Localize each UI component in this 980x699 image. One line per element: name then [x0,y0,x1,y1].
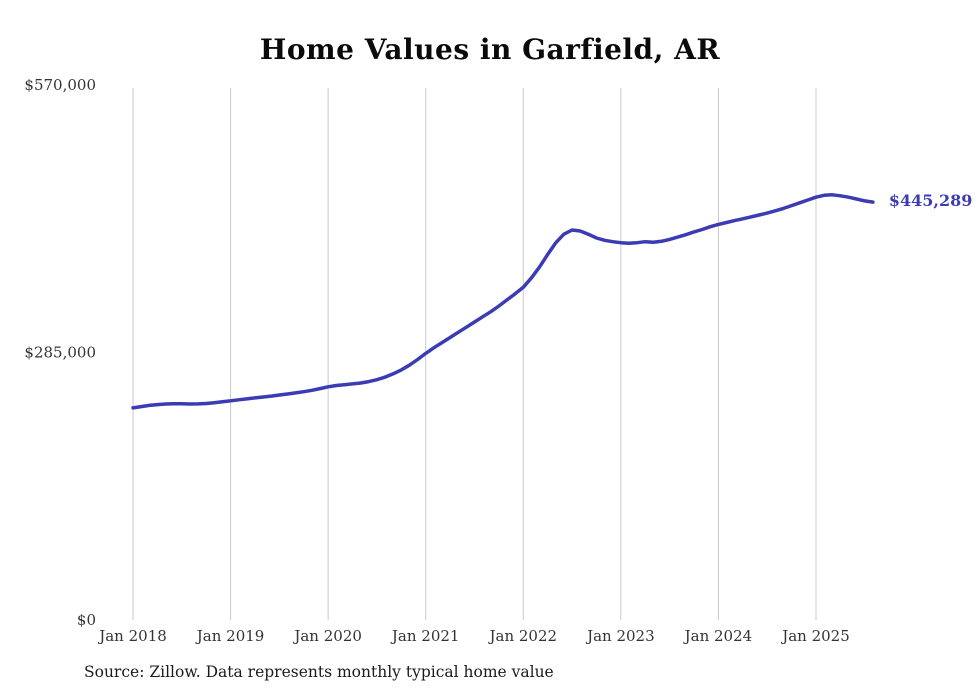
x-tick-label: Jan 2021 [390,627,460,645]
x-tick-label: Jan 2019 [195,627,265,645]
x-tick-label: Jan 2023 [585,627,655,645]
current-value-label: $445,289 [889,191,973,210]
y-tick-label: $570,000 [24,76,96,94]
x-tick-label: Jan 2025 [780,627,850,645]
y-tick-label: $0 [77,611,96,629]
x-tick-label: Jan 2020 [292,627,362,645]
chart-title: Home Values in Garfield, AR [259,33,721,66]
x-tick-label: Jan 2022 [487,627,557,645]
x-tick-label: Jan 2024 [683,627,753,645]
x-tick-label: Jan 2018 [97,627,167,645]
home-value-line [131,193,875,410]
source-note: Source: Zillow. Data represents monthly … [84,663,554,681]
chart-canvas: Jan 2018 Jan 2019 Jan 2020 Jan 2021 Jan 2022… [24,76,973,645]
y-tick-label: $285,000 [24,344,96,362]
